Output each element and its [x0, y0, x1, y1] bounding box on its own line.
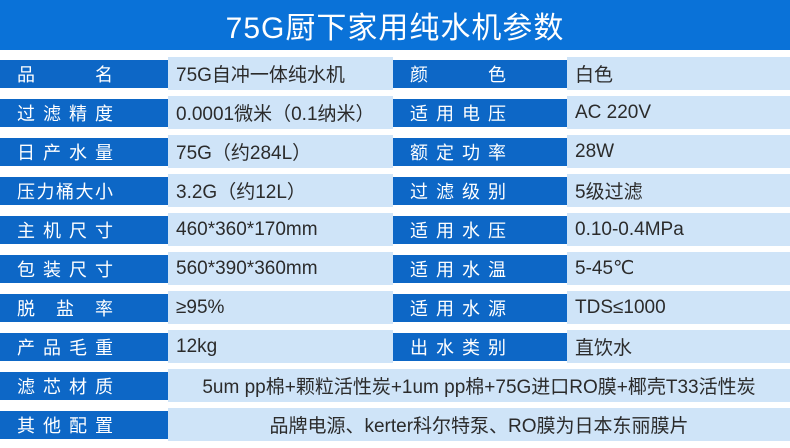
spec-value-cell: 460*360*170mm	[168, 213, 393, 246]
table-row-full: 滤芯材质 5um pp棉+颗粒活性炭+1um pp棉+75G进口RO膜+椰壳T3…	[0, 369, 790, 402]
spec-label: 脱盐率	[17, 298, 113, 319]
spec-label-cell: 颜色	[393, 59, 567, 88]
spec-value-cell: TDS≤1000	[567, 291, 790, 324]
spec-value-cell: 5-45℃	[567, 252, 790, 285]
spec-label: 适用水温	[410, 259, 506, 280]
table-row: 压力桶大小 3.2G（约12L） 过滤级别 5级过滤	[0, 174, 790, 207]
spec-label: 其他配置	[17, 415, 113, 436]
spec-label-cell: 额定功率	[393, 137, 567, 166]
spec-value-cell: 5um pp棉+颗粒活性炭+1um pp棉+75G进口RO膜+椰壳T33活性炭	[168, 369, 790, 402]
spec-label-cell: 滤芯材质	[0, 371, 168, 400]
table-row: 主机尺寸 460*360*170mm 适用水压 0.10-0.4MPa	[0, 213, 790, 246]
spec-label: 包装尺寸	[17, 259, 113, 280]
spec-value-cell: 28W	[567, 135, 790, 168]
spec-label-cell: 产品毛重	[0, 332, 168, 361]
spec-label: 品名	[17, 64, 113, 85]
spec-label-cell: 适用电压	[393, 98, 567, 127]
spec-value-cell: 0.10-0.4MPa	[567, 213, 790, 246]
spec-label-cell: 过滤精度	[0, 98, 168, 127]
spec-label-cell: 适用水温	[393, 254, 567, 283]
table-row: 品名 75G自冲一体纯水机 颜色 白色	[0, 57, 790, 90]
spec-label-cell: 过滤级别	[393, 176, 567, 205]
table-row-full: 其他配置 品牌电源、kerter科尔特泵、RO膜为日本东丽膜片	[0, 408, 790, 441]
spec-label: 产品毛重	[17, 337, 113, 358]
spec-value-cell: 0.0001微米（0.1纳米）	[168, 96, 393, 129]
spec-value-cell: 75G（约284L）	[168, 135, 393, 168]
spec-label: 适用电压	[410, 103, 506, 124]
table-row: 日产水量 75G（约284L） 额定功率 28W	[0, 135, 790, 168]
spec-label: 过滤精度	[17, 103, 113, 124]
spec-label-cell: 适用水源	[393, 293, 567, 322]
spec-label-cell: 包装尺寸	[0, 254, 168, 283]
spec-label-cell: 日产水量	[0, 137, 168, 166]
spec-label: 颜色	[410, 64, 506, 85]
spec-label: 压力桶大小	[17, 181, 113, 202]
table-row: 过滤精度 0.0001微米（0.1纳米） 适用电压 AC 220V	[0, 96, 790, 129]
spec-label: 日产水量	[17, 142, 113, 163]
spec-table: 品名 75G自冲一体纯水机 颜色 白色 过滤精度 0.0001微米（0.1纳米）…	[0, 57, 790, 441]
spec-value-cell: AC 220V	[567, 96, 790, 129]
spec-value-cell: 560*390*360mm	[168, 252, 393, 285]
spec-label-cell: 出水类别	[393, 332, 567, 361]
spec-label: 过滤级别	[410, 181, 506, 202]
spec-value-cell: 5级过滤	[567, 174, 790, 207]
spec-value-cell: 12kg	[168, 330, 393, 363]
spec-value-cell: ≥95%	[168, 291, 393, 324]
spec-label: 主机尺寸	[17, 220, 113, 241]
spec-value-cell: 3.2G（约12L）	[168, 174, 393, 207]
spec-label: 出水类别	[410, 337, 506, 358]
table-row: 包装尺寸 560*390*360mm 适用水温 5-45℃	[0, 252, 790, 285]
spec-value-cell: 品牌电源、kerter科尔特泵、RO膜为日本东丽膜片	[168, 408, 790, 441]
spec-label: 额定功率	[410, 142, 506, 163]
spec-value-cell: 直饮水	[567, 330, 790, 363]
spec-label-cell: 品名	[0, 59, 168, 88]
spec-label: 适用水压	[410, 220, 506, 241]
spec-value-cell: 白色	[567, 57, 790, 90]
spec-label-cell: 压力桶大小	[0, 176, 168, 205]
spec-value-cell: 75G自冲一体纯水机	[168, 57, 393, 90]
spec-label-cell: 其他配置	[0, 410, 168, 439]
page-title: 75G厨下家用纯水机参数	[0, 0, 790, 50]
spec-label: 适用水源	[410, 298, 506, 319]
spec-label-cell: 脱盐率	[0, 293, 168, 322]
table-row: 产品毛重 12kg 出水类别 直饮水	[0, 330, 790, 363]
table-row: 脱盐率 ≥95% 适用水源 TDS≤1000	[0, 291, 790, 324]
spec-label-cell: 适用水压	[393, 215, 567, 244]
spec-label-cell: 主机尺寸	[0, 215, 168, 244]
spec-label: 滤芯材质	[17, 376, 113, 397]
